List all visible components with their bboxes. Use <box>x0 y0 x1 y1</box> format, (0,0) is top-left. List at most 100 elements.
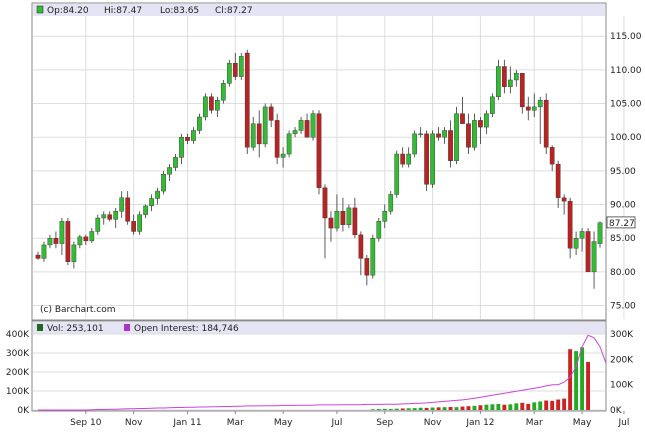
candle-body <box>280 153 286 158</box>
candle-body <box>113 211 119 220</box>
candle-body <box>346 207 352 225</box>
volume-legend-swatch <box>37 324 43 331</box>
volume-bar <box>580 347 585 410</box>
candle-up <box>197 113 202 134</box>
volume-bar <box>376 409 381 410</box>
candle-body <box>161 174 166 192</box>
volume-axis-labels: 0K 100K 200K 300K 400K <box>6 330 30 416</box>
volume-bar <box>454 407 459 410</box>
volume-bar <box>370 409 375 410</box>
candle-body <box>448 130 453 161</box>
candle-body <box>238 56 244 77</box>
candle-body <box>573 237 579 249</box>
last-price-box <box>606 216 636 229</box>
y-tick-label: 90.00 <box>610 201 636 211</box>
candle-up <box>173 154 178 171</box>
candle-down <box>107 211 113 222</box>
candle-body <box>496 66 501 97</box>
candle-body <box>173 157 178 168</box>
candle-down <box>543 93 549 155</box>
candle-down <box>478 117 483 144</box>
candle-body <box>149 198 154 207</box>
volume-bar <box>544 400 549 410</box>
candle-body <box>442 130 447 138</box>
candle-up <box>496 59 501 101</box>
candle-body <box>501 66 507 87</box>
y-tick-label: 110.00 <box>610 66 642 76</box>
candle-up <box>310 110 316 141</box>
oi-tick-label: 200K <box>610 355 634 365</box>
volume-bar <box>556 399 561 410</box>
candle-body <box>35 254 41 259</box>
copyright-label: (c) Barchart.com <box>40 305 116 315</box>
candle-up <box>591 231 597 289</box>
candle-down <box>35 251 41 260</box>
volume-bar <box>520 402 525 410</box>
candle-body <box>203 96 208 118</box>
candle-down <box>448 120 453 168</box>
candle-body <box>71 244 77 262</box>
volume-bar <box>586 361 590 410</box>
candle-body <box>478 120 483 128</box>
candle-body <box>424 133 429 185</box>
candle-body <box>418 133 423 136</box>
candle-up <box>573 231 579 256</box>
candle-up <box>579 228 585 252</box>
candle-up <box>250 117 256 151</box>
candle-down <box>232 53 238 80</box>
candle-down <box>328 211 334 242</box>
candle-body <box>131 221 137 232</box>
x-tick-label: Mar <box>227 418 244 428</box>
candle-body <box>328 217 334 229</box>
candle-body <box>466 123 471 148</box>
oi-legend-swatch <box>124 324 130 331</box>
candle-body <box>310 113 316 138</box>
candle-body <box>250 123 256 148</box>
candle-body <box>394 153 400 195</box>
price-header-bar <box>33 4 605 16</box>
indicator-header-bar <box>33 322 605 334</box>
candle-body <box>591 241 597 273</box>
candle-up <box>507 66 513 94</box>
candle-body <box>53 237 59 244</box>
volume-bar <box>472 405 477 410</box>
candle-body <box>292 130 298 135</box>
candle-body <box>406 153 412 165</box>
candle-body <box>77 236 83 246</box>
candle-body <box>472 120 477 148</box>
candle-body <box>59 221 65 244</box>
candle-body <box>537 99 543 108</box>
x-tick-label: Nov <box>125 418 143 428</box>
candle-body <box>47 237 53 246</box>
volume-bar <box>406 408 411 410</box>
candle-body <box>513 73 519 81</box>
candle-up <box>262 103 268 148</box>
volume-bar <box>532 402 537 410</box>
candle-body <box>340 211 346 225</box>
x-tick-label: Jul <box>331 418 343 428</box>
candle-down <box>424 130 429 192</box>
candle-body <box>561 197 567 202</box>
candle-body <box>430 133 435 185</box>
candle-body <box>65 221 71 262</box>
candle-up <box>191 127 196 144</box>
volume-bar <box>526 403 531 410</box>
candle-body <box>322 187 328 219</box>
volume-tick-label: 400K <box>6 330 30 340</box>
candle-body <box>519 73 525 108</box>
candle-up <box>137 211 142 235</box>
candle-down <box>256 110 262 158</box>
y-tick-label: 75.00 <box>610 302 636 312</box>
open-interest-label: Open Interest: 184,746 <box>134 324 239 334</box>
candle-down <box>268 103 274 128</box>
candle-body <box>358 234 364 259</box>
candle-down <box>209 93 214 114</box>
volume-bar <box>568 349 573 410</box>
candle-down <box>519 73 525 114</box>
last-price-label: 87.27 <box>609 219 635 229</box>
volume-bar <box>478 405 483 410</box>
candle-up <box>334 194 340 232</box>
candle-body <box>268 106 274 121</box>
x-tick-label: Jul <box>617 418 629 428</box>
